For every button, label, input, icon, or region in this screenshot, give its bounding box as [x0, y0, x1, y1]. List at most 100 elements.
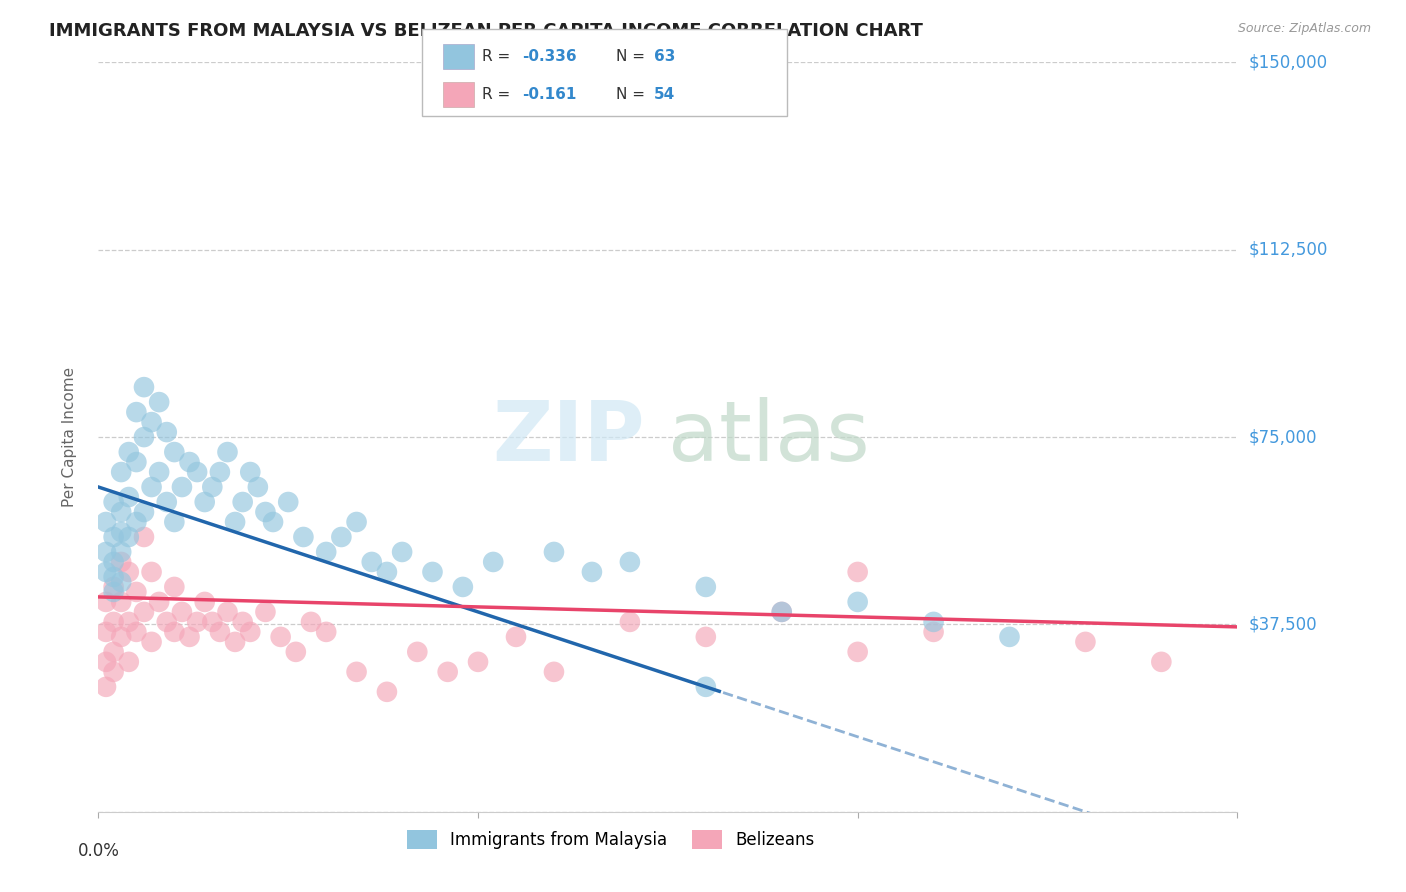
- Point: [922, 624, 945, 639]
- Point: [103, 645, 125, 659]
- Text: -0.161: -0.161: [522, 87, 576, 102]
- Point: [110, 574, 132, 589]
- Point: [103, 530, 125, 544]
- Text: R =: R =: [482, 49, 516, 64]
- Point: [103, 555, 125, 569]
- Point: [186, 615, 208, 629]
- Text: R =: R =: [482, 87, 520, 102]
- Text: 54: 54: [654, 87, 675, 102]
- Point: [330, 530, 353, 544]
- Point: [360, 555, 382, 569]
- Point: [375, 565, 398, 579]
- Point: [110, 595, 132, 609]
- Point: [125, 455, 148, 469]
- Point: [156, 615, 179, 629]
- Point: [262, 515, 284, 529]
- Text: $150,000: $150,000: [1249, 54, 1327, 71]
- Point: [110, 555, 132, 569]
- Text: IMMIGRANTS FROM MALAYSIA VS BELIZEAN PER CAPITA INCOME CORRELATION CHART: IMMIGRANTS FROM MALAYSIA VS BELIZEAN PER…: [49, 22, 924, 40]
- Point: [110, 524, 132, 539]
- Point: [94, 515, 117, 529]
- Point: [543, 545, 565, 559]
- Point: [148, 595, 170, 609]
- Point: [94, 680, 117, 694]
- Point: [118, 490, 141, 504]
- Point: [208, 624, 231, 639]
- Point: [451, 580, 474, 594]
- Point: [132, 505, 155, 519]
- Point: [141, 480, 163, 494]
- Point: [436, 665, 458, 679]
- Point: [132, 605, 155, 619]
- Point: [246, 480, 269, 494]
- Point: [94, 624, 117, 639]
- Point: [1150, 655, 1173, 669]
- Point: [186, 465, 208, 479]
- Text: N =: N =: [616, 87, 650, 102]
- Point: [224, 515, 246, 529]
- Point: [239, 465, 262, 479]
- Point: [422, 565, 444, 579]
- Point: [125, 585, 148, 599]
- Point: [163, 515, 186, 529]
- Point: [110, 630, 132, 644]
- Point: [94, 655, 117, 669]
- Point: [179, 630, 201, 644]
- Point: [391, 545, 413, 559]
- Point: [125, 515, 148, 529]
- Point: [141, 635, 163, 649]
- Point: [179, 455, 201, 469]
- Point: [217, 445, 239, 459]
- Point: [132, 530, 155, 544]
- Point: [581, 565, 603, 579]
- Point: [232, 615, 254, 629]
- Point: [217, 605, 239, 619]
- Point: [103, 665, 125, 679]
- Point: [118, 530, 141, 544]
- Point: [467, 655, 489, 669]
- Point: [163, 580, 186, 594]
- Point: [103, 615, 125, 629]
- Point: [148, 395, 170, 409]
- Point: [103, 495, 125, 509]
- Point: [277, 495, 299, 509]
- Point: [156, 425, 179, 439]
- Point: [695, 630, 717, 644]
- Point: [156, 495, 179, 509]
- Point: [103, 585, 125, 599]
- Y-axis label: Per Capita Income: Per Capita Income: [62, 367, 77, 508]
- Point: [194, 495, 217, 509]
- Text: -0.336: -0.336: [522, 49, 576, 64]
- Point: [619, 555, 641, 569]
- Point: [201, 615, 224, 629]
- Point: [254, 605, 277, 619]
- Point: [141, 415, 163, 429]
- Point: [132, 380, 155, 394]
- Point: [770, 605, 793, 619]
- Legend: Immigrants from Malaysia, Belizeans: Immigrants from Malaysia, Belizeans: [401, 823, 821, 855]
- Point: [110, 465, 132, 479]
- Text: N =: N =: [616, 49, 650, 64]
- Point: [505, 630, 527, 644]
- Text: Source: ZipAtlas.com: Source: ZipAtlas.com: [1237, 22, 1371, 36]
- Point: [998, 630, 1021, 644]
- Text: ZIP: ZIP: [492, 397, 645, 477]
- Point: [94, 565, 117, 579]
- Point: [103, 580, 125, 594]
- Point: [170, 480, 193, 494]
- Point: [118, 445, 141, 459]
- Point: [292, 530, 315, 544]
- Point: [125, 405, 148, 419]
- Point: [110, 545, 132, 559]
- Point: [201, 480, 224, 494]
- Point: [141, 565, 163, 579]
- Point: [346, 665, 368, 679]
- Point: [315, 624, 337, 639]
- Point: [239, 624, 262, 639]
- Point: [118, 655, 141, 669]
- Point: [846, 595, 869, 609]
- Point: [118, 565, 141, 579]
- Point: [375, 685, 398, 699]
- Point: [163, 445, 186, 459]
- Point: [208, 465, 231, 479]
